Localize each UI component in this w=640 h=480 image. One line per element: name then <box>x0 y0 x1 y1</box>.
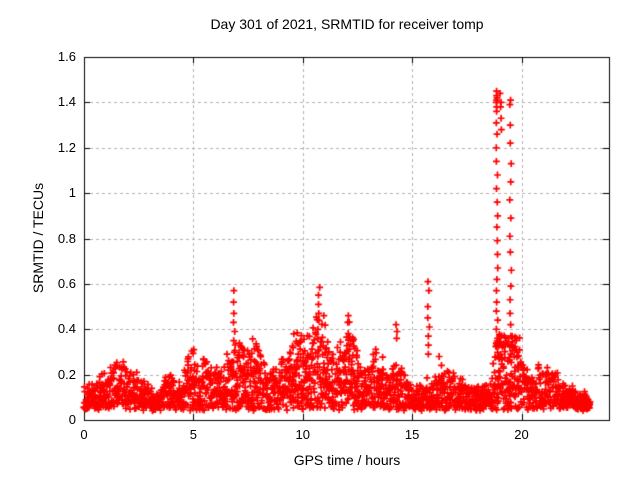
x-tick-label: 0 <box>80 427 88 442</box>
y-tick-label: 1 <box>68 185 76 201</box>
x-tick-label: 10 <box>295 427 310 442</box>
y-tick-label: 0.6 <box>57 275 76 291</box>
y-tick-label: 0.4 <box>57 321 76 337</box>
chart-title: Day 301 of 2021, SRMTID for receiver tom… <box>210 16 484 32</box>
y-tick-label: 1.4 <box>57 94 76 110</box>
y-tick-label: 1.2 <box>57 139 76 155</box>
x-tick-label: 15 <box>404 427 420 442</box>
x-axis-title: GPS time / hours <box>293 452 401 468</box>
y-tick-label: 0.8 <box>57 230 76 246</box>
y-tick-label: 1.6 <box>57 49 76 64</box>
y-tick-label: 0 <box>68 412 76 427</box>
x-tick-label: 5 <box>189 427 197 442</box>
y-tick-label: 0.2 <box>57 366 76 382</box>
x-tick-label: 20 <box>514 427 529 442</box>
